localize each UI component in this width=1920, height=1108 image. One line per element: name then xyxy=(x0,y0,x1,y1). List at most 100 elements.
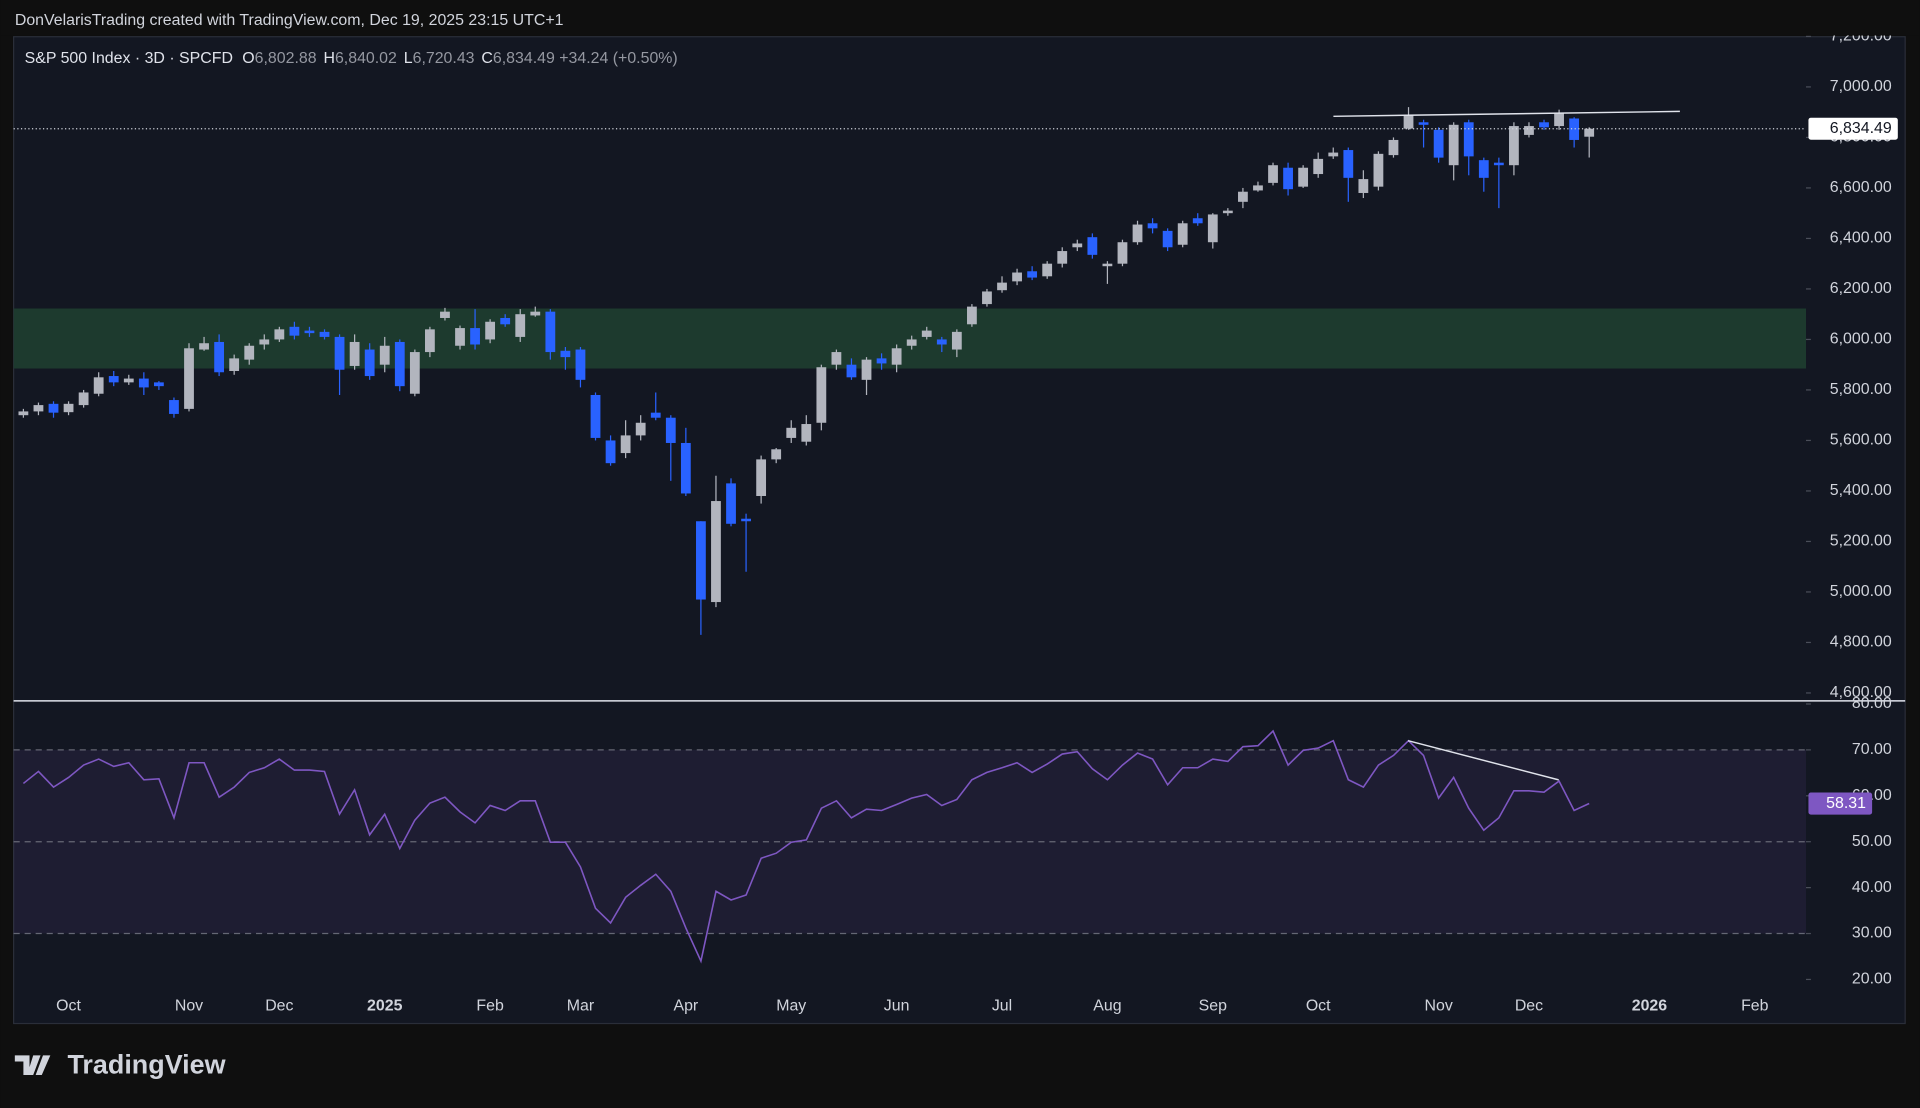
high-label: H xyxy=(323,50,335,67)
candle-body xyxy=(680,442,691,494)
candle-body xyxy=(1238,191,1248,202)
candle-body xyxy=(1253,185,1263,191)
candle-body xyxy=(349,341,360,366)
x-tick-label: Oct xyxy=(56,998,81,1015)
candle-body xyxy=(1147,223,1158,229)
y-tick-label: 5,000.00 xyxy=(1830,583,1892,600)
legend: S&P 500 Index · 3D · SPCFD O6,802.88 H6,… xyxy=(25,50,678,67)
candle-body xyxy=(274,329,285,340)
logo: TradingView xyxy=(14,1049,226,1079)
x-tick-label: Feb xyxy=(476,998,504,1015)
candle-body xyxy=(801,424,812,442)
symbol: S&P 500 Index · 3D · SPCFD xyxy=(25,50,233,67)
candle-body xyxy=(1177,223,1188,245)
y-tick-label: 6,600.00 xyxy=(1830,179,1892,196)
x-tick-label: 2025 xyxy=(367,998,403,1015)
candle-body xyxy=(1343,150,1354,178)
close-label: C xyxy=(481,50,493,67)
candle-body xyxy=(1162,230,1173,248)
candle-body xyxy=(63,403,74,413)
candle-body xyxy=(635,422,646,436)
candle-body xyxy=(1102,263,1113,267)
x-tick-label: 2026 xyxy=(1632,998,1668,1015)
x-tick-label: Jun xyxy=(884,998,910,1015)
candle-body xyxy=(696,521,706,600)
candle-body xyxy=(906,339,917,346)
plot xyxy=(13,107,1806,964)
x-tick-label: Jul xyxy=(992,998,1012,1015)
candle-body xyxy=(1569,118,1580,140)
x-tick-label: Dec xyxy=(265,998,293,1015)
candle-body xyxy=(982,291,992,305)
close-value: 6,834.49 xyxy=(493,50,555,67)
candle-body xyxy=(997,282,1007,291)
candle-body xyxy=(1087,237,1098,255)
candle-body xyxy=(665,417,676,443)
candle-body xyxy=(1072,243,1083,248)
y-tick-label: 5,200.00 xyxy=(1830,533,1892,550)
x-tick-label: Oct xyxy=(1306,998,1331,1015)
candle-body xyxy=(876,358,887,364)
candle-body xyxy=(78,392,89,406)
candle-body xyxy=(138,378,149,388)
y-tick-label: 70.00 xyxy=(1852,741,1892,758)
candle-body xyxy=(1132,224,1143,243)
candle-body xyxy=(470,328,480,345)
candle-body xyxy=(409,352,420,394)
y-tick-label: 6,200.00 xyxy=(1830,280,1892,297)
candle-body xyxy=(334,336,345,370)
chart-panel xyxy=(12,36,1906,1025)
brand: TradingView xyxy=(67,1049,225,1079)
y-tick-label: 4,600.00 xyxy=(1830,684,1892,701)
candle-body xyxy=(1493,162,1504,166)
last-price-box xyxy=(1808,117,1898,140)
x-tick-label: Apr xyxy=(673,998,698,1015)
candle-body xyxy=(500,317,511,325)
candle-body xyxy=(169,400,179,414)
rsi-last-box xyxy=(1808,792,1873,815)
y-tick-label: 20.00 xyxy=(1852,971,1892,988)
open-label: O xyxy=(242,50,254,67)
candle-body xyxy=(394,341,405,387)
candle-body xyxy=(726,483,736,524)
y-tick-label: 80.00 xyxy=(1852,695,1892,712)
x-tick-label: Dec xyxy=(1515,998,1543,1015)
candle-body xyxy=(741,518,751,522)
x-tick-label: Sep xyxy=(1199,998,1227,1015)
candle-body xyxy=(1192,218,1203,224)
rsi-last-label: 58.31 xyxy=(1826,795,1866,812)
candle-body xyxy=(575,349,586,380)
candle-body xyxy=(1554,113,1564,127)
candle-body xyxy=(1268,165,1278,183)
candle-body xyxy=(199,343,209,350)
candle-body xyxy=(1358,179,1369,193)
y-tick-label: 5,400.00 xyxy=(1830,482,1892,499)
candle-body xyxy=(1403,114,1414,129)
candle-body xyxy=(304,330,315,334)
resistance-trendline xyxy=(1333,110,1680,118)
candle-body xyxy=(153,382,164,387)
candle-body xyxy=(891,348,902,365)
candle-body xyxy=(936,339,947,345)
high-value: 6,840.02 xyxy=(335,50,397,67)
x-tick-label: May xyxy=(776,998,806,1015)
low-value: 6,720.43 xyxy=(413,50,475,67)
candle-body xyxy=(756,459,767,496)
candle-body xyxy=(1539,122,1549,128)
candle-body xyxy=(560,350,571,358)
logo-icon xyxy=(14,1055,51,1075)
last-price-label: 6,834.49 xyxy=(1830,120,1892,137)
y-tick-label: 5,600.00 xyxy=(1830,432,1892,449)
candle-body xyxy=(515,314,526,337)
candle-body xyxy=(921,330,932,337)
candle-body xyxy=(1042,263,1053,277)
candle-body xyxy=(831,352,842,365)
candle-body xyxy=(861,359,872,380)
x-tick-label: Nov xyxy=(1424,998,1452,1015)
candle-body xyxy=(259,339,270,345)
candle-body xyxy=(440,311,450,318)
y-tick-label: 5,800.00 xyxy=(1830,381,1892,398)
candle-body xyxy=(530,311,541,316)
